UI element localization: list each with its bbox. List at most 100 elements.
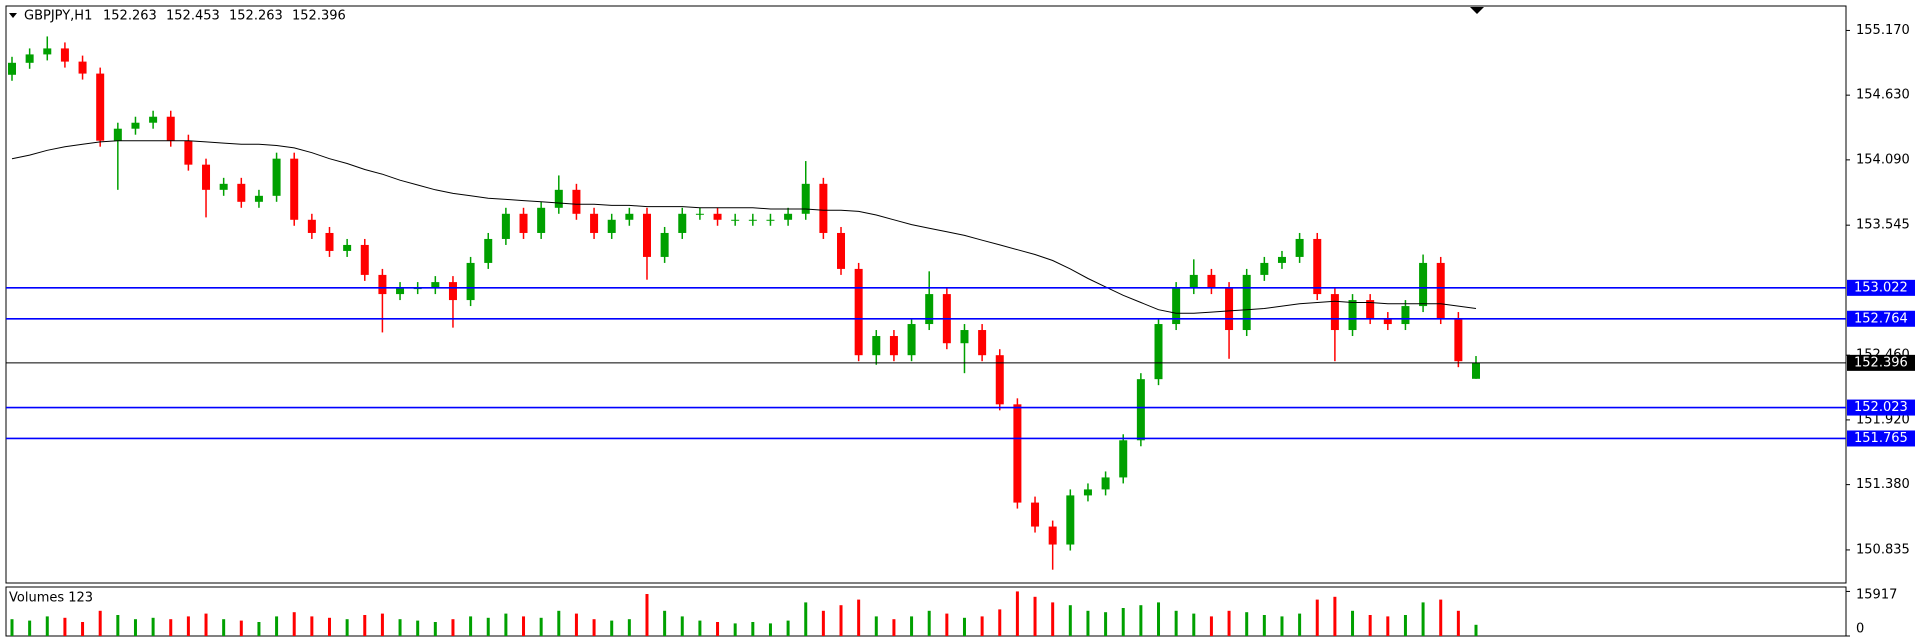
level-tag: [1847, 399, 1915, 416]
candle-body: [1172, 288, 1181, 325]
candle-body: [854, 268, 863, 356]
volume-bar: [345, 619, 349, 636]
moving-average: [11, 140, 1477, 314]
level-tag-label: 153.022: [1854, 280, 1908, 295]
volume-bar: [1015, 591, 1019, 636]
candle-body: [1066, 495, 1075, 545]
volume-bar: [380, 613, 384, 636]
volume-bar: [1280, 616, 1284, 636]
candle-body: [431, 282, 440, 289]
volume-bar: [1368, 615, 1372, 636]
volume-bar: [1139, 605, 1143, 636]
volume-bar: [169, 619, 173, 636]
candle-body: [1119, 440, 1128, 478]
candle-body: [1436, 262, 1445, 319]
candle-body: [1313, 238, 1322, 295]
candle-body: [396, 288, 405, 295]
candle-body: [1348, 300, 1357, 331]
candle-body: [695, 213, 704, 215]
volume-bar: [1386, 616, 1390, 636]
candle-body: [219, 183, 228, 190]
volume-bar: [539, 617, 543, 636]
candle-body: [748, 219, 757, 221]
candle-body: [1189, 274, 1198, 289]
ohlc-close: 152.396: [292, 9, 346, 24]
volume-bar: [63, 617, 67, 636]
y-tick-label: 151.920: [1856, 412, 1910, 427]
volume-bar: [1227, 610, 1231, 636]
candle-body: [149, 116, 158, 123]
candle-body: [290, 158, 299, 220]
volume-bar: [786, 620, 790, 636]
candle-body: [1154, 324, 1163, 380]
candle-body: [360, 244, 369, 275]
volume-bar: [910, 616, 914, 636]
volume-bar: [680, 616, 684, 636]
candle-body: [1383, 318, 1392, 325]
volume-bar: [1421, 602, 1425, 636]
ohlc-high: 152.453: [166, 9, 220, 24]
ohlc-open: 152.263: [103, 9, 157, 24]
volume-bar: [116, 615, 120, 636]
candle-body: [678, 213, 687, 233]
price-tag-label: 152.396: [1854, 355, 1908, 370]
volume-bar: [574, 613, 578, 636]
volume-bar: [962, 617, 966, 636]
volume-bar: [945, 613, 949, 636]
candle-body: [1295, 238, 1304, 257]
volume-bar: [839, 605, 843, 636]
candle-body: [166, 116, 175, 141]
candle-body: [448, 282, 457, 301]
volume-bar: [469, 616, 473, 636]
volume-bar: [1033, 596, 1037, 636]
candle-body: [925, 294, 934, 325]
volume-bar: [874, 616, 878, 636]
volume-bar: [1157, 602, 1161, 636]
candle-body: [307, 219, 316, 233]
volume-bar: [151, 617, 155, 636]
volume-bar: [698, 620, 702, 636]
volume-bar: [98, 610, 102, 636]
volume-bar: [892, 619, 896, 636]
volume-bar: [768, 623, 772, 636]
ohlc-low: 152.263: [229, 9, 283, 24]
candle-body: [801, 183, 810, 214]
candle-body: [590, 213, 599, 233]
volume-bar: [1245, 612, 1249, 636]
volume-bar: [998, 609, 1002, 636]
candle-body: [184, 140, 193, 165]
volume-bar: [1209, 616, 1213, 636]
volume-bar: [433, 622, 437, 636]
candle-body: [25, 54, 34, 63]
volume-bar: [292, 612, 296, 636]
candle-body: [889, 336, 898, 356]
candle-body: [131, 122, 140, 129]
volume-bar: [1262, 615, 1266, 636]
candle-body: [872, 336, 881, 356]
candle-body: [537, 207, 546, 233]
shift-marker: [1470, 7, 1484, 14]
volume-bar: [1051, 602, 1055, 636]
y-tick-label: 151.380: [1856, 477, 1910, 492]
y-tick-label: 155.170: [1856, 23, 1910, 38]
volume-bar: [486, 617, 490, 636]
candle-body: [819, 183, 828, 233]
volume-bar: [1315, 599, 1319, 636]
candle-body: [837, 232, 846, 269]
volume-bar: [310, 616, 314, 636]
candle-body: [1207, 274, 1216, 289]
level-tag: [1847, 310, 1915, 327]
volume-bar: [663, 610, 667, 636]
candle-body: [995, 355, 1004, 405]
volume-bar: [222, 619, 226, 636]
volume-bar: [1174, 610, 1178, 636]
candle-body: [378, 274, 387, 295]
candle-body: [1277, 256, 1286, 263]
candle-body: [1242, 274, 1251, 331]
volume-bar: [327, 617, 331, 636]
volume-bar: [504, 613, 508, 636]
menu-triangle[interactable]: [9, 13, 17, 18]
candle-body: [978, 330, 987, 356]
y-tick-label: 153.545: [1856, 218, 1910, 233]
